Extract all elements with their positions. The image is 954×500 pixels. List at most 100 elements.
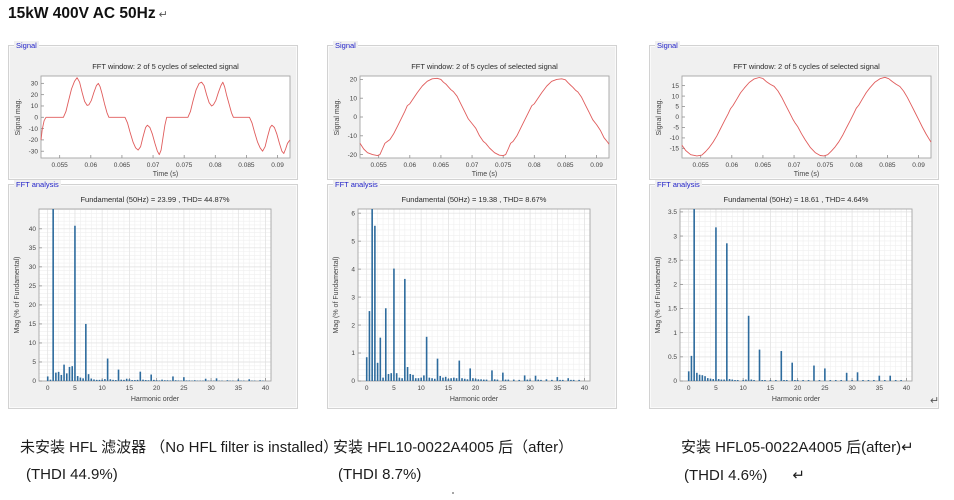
signal-chart-2: 0.055 0.06 0.065 0.07 0.075 0.08 0.085 0.09 -20 -…	[334, 62, 610, 178]
y-tick-label: 35	[29, 245, 37, 252]
x-tick-label: 25	[821, 385, 829, 392]
x-tick-label: 30	[207, 385, 215, 392]
harmonic-bars	[46, 209, 264, 381]
x-tick-label: 0.065	[755, 162, 772, 169]
harmonic-bar	[387, 374, 390, 381]
x-tick-label: 25	[180, 385, 188, 392]
x-axis-label: Harmonic order	[450, 396, 499, 403]
x-axis-label: Harmonic order	[131, 396, 180, 403]
harmonic-bar	[87, 374, 90, 381]
harmonic-bar	[742, 380, 744, 381]
axes: 0.055 0.06 0.065 0.07 0.075 0.08 0.085 0.09 -15 -…	[670, 75, 932, 169]
harmonic-bar	[455, 378, 458, 381]
y-tick-label: 2	[351, 322, 355, 329]
y-tick-label: 3	[351, 294, 355, 301]
plot-area	[358, 209, 590, 381]
y-tick-label: 0.5	[668, 354, 677, 361]
harmonic-bar	[720, 379, 723, 381]
plot-title: Fundamental (50Hz) = 19.38 , THD= 8.67%	[402, 195, 547, 204]
harmonic-bar	[502, 372, 504, 381]
y-tick-label: 0	[675, 114, 679, 121]
harmonic-bar	[106, 358, 109, 381]
harmonic-bar	[829, 380, 832, 381]
x-tick-label: 5	[392, 385, 396, 392]
harmonic-bar	[142, 379, 144, 381]
harmonic-bar	[259, 380, 261, 381]
harmonic-bar	[747, 315, 750, 381]
harmonic-bar	[545, 379, 548, 381]
y-tick-label: -10	[670, 135, 680, 142]
harmonic-bar	[439, 375, 442, 381]
harmonic-bar	[477, 379, 480, 381]
harmonic-bar	[57, 371, 60, 381]
x-tick-label: 0.055	[371, 162, 388, 169]
harmonic-bar	[750, 379, 753, 381]
harmonic-bar	[161, 379, 163, 381]
x-tick-label: 0.055	[52, 162, 69, 169]
harmonic-bar	[74, 225, 76, 381]
harmonic-bar	[701, 375, 704, 381]
harmonic-bar	[215, 378, 218, 381]
axes: 0 5 10 15 20 25 30 35 40 0 1 2 3 4 5 6	[351, 208, 591, 392]
harmonic-bar	[736, 380, 739, 381]
x-tick-label: 15	[767, 385, 775, 392]
signal-waveform	[40, 77, 291, 156]
harmonic-bar	[780, 351, 783, 381]
y-tick-label: 25	[29, 283, 37, 290]
harmonic-bar	[715, 227, 717, 381]
harmonic-bar	[384, 308, 387, 381]
harmonic-bar	[717, 379, 720, 381]
y-tick-label: 0	[673, 378, 677, 385]
return-mark-icon: ↵	[930, 395, 940, 407]
x-tick-label: 20	[794, 385, 802, 392]
x-tick-label: 0.08	[850, 162, 863, 169]
caption-3-line1: 安装 HFL05-0022A4005 后(after)↵	[681, 439, 914, 456]
harmonic-bar	[49, 379, 52, 381]
y-tick-label: 6	[351, 210, 355, 217]
harmonic-bar	[150, 374, 152, 381]
harmonic-bar	[687, 371, 690, 381]
x-tick-label: 0.085	[557, 162, 574, 169]
harmonic-bars	[365, 209, 580, 381]
y-axis-label: Mag (% of Fundamental)	[655, 256, 662, 333]
x-tick-label: 15	[445, 385, 453, 392]
harmonic-bar	[71, 366, 74, 381]
x-tick-label: 10	[99, 385, 107, 392]
signal-panel-2: Signal 0.055 0.06 0.065 0.07 0.075 0.08 0.085 0…	[327, 41, 617, 180]
harmonic-bar	[101, 379, 103, 381]
fft-panel-label: FFT analysis	[333, 180, 380, 189]
signal-panel-3: Signal 0.055 0.06 0.065 0.07 0.075 0.08 0.085 0…	[649, 41, 939, 180]
fft-panel-3: FFT analysis 0 5 10 15 20 25 30 35 40 0 0.5 1 1.5 2 2.…	[649, 180, 939, 409]
harmonic-bar	[85, 323, 87, 381]
y-tick-label: -20	[348, 152, 358, 159]
y-tick-label: 30	[31, 81, 39, 88]
fft-panel-label: FFT analysis	[655, 180, 702, 189]
y-axis-label: Signal mag.	[334, 98, 341, 135]
harmonic-bars	[687, 209, 902, 381]
fft-chart-2: 0 5 10 15 20 25 30 35 40 0 1 2 3 4 5 6 Fundamental (50Hz…	[333, 195, 591, 403]
harmonic-bar	[79, 377, 82, 381]
plot-title: FFT window: 2 of 5 cycles of selected si…	[92, 62, 239, 71]
plot-area	[682, 76, 931, 158]
y-tick-label: 0	[34, 114, 38, 121]
x-axis-label: Time (s)	[153, 171, 178, 178]
x-tick-label: 35	[554, 385, 562, 392]
y-tick-label: 2	[673, 282, 677, 289]
harmonic-bar	[834, 380, 837, 381]
harmonic-bar	[120, 379, 123, 381]
harmonic-bar	[63, 364, 65, 381]
y-tick-label: -10	[29, 126, 39, 133]
stray-mark	[452, 492, 454, 494]
signal-waveform	[681, 76, 932, 157]
harmonic-bar	[436, 358, 439, 381]
x-tick-label: 0.06	[403, 162, 416, 169]
harmonic-bar	[136, 379, 139, 381]
fft-chart-3: 0 5 10 15 20 25 30 35 40 0 0.5 1 1.5 2 2.5 3 3.5 Fundamen…	[655, 195, 913, 403]
harmonic-bar	[551, 379, 553, 381]
harmonic-bar	[166, 380, 169, 381]
harmonic-bar	[856, 372, 859, 381]
harmonic-bar	[183, 377, 185, 381]
harmonic-bar	[496, 379, 499, 381]
harmonic-bar	[365, 357, 368, 381]
